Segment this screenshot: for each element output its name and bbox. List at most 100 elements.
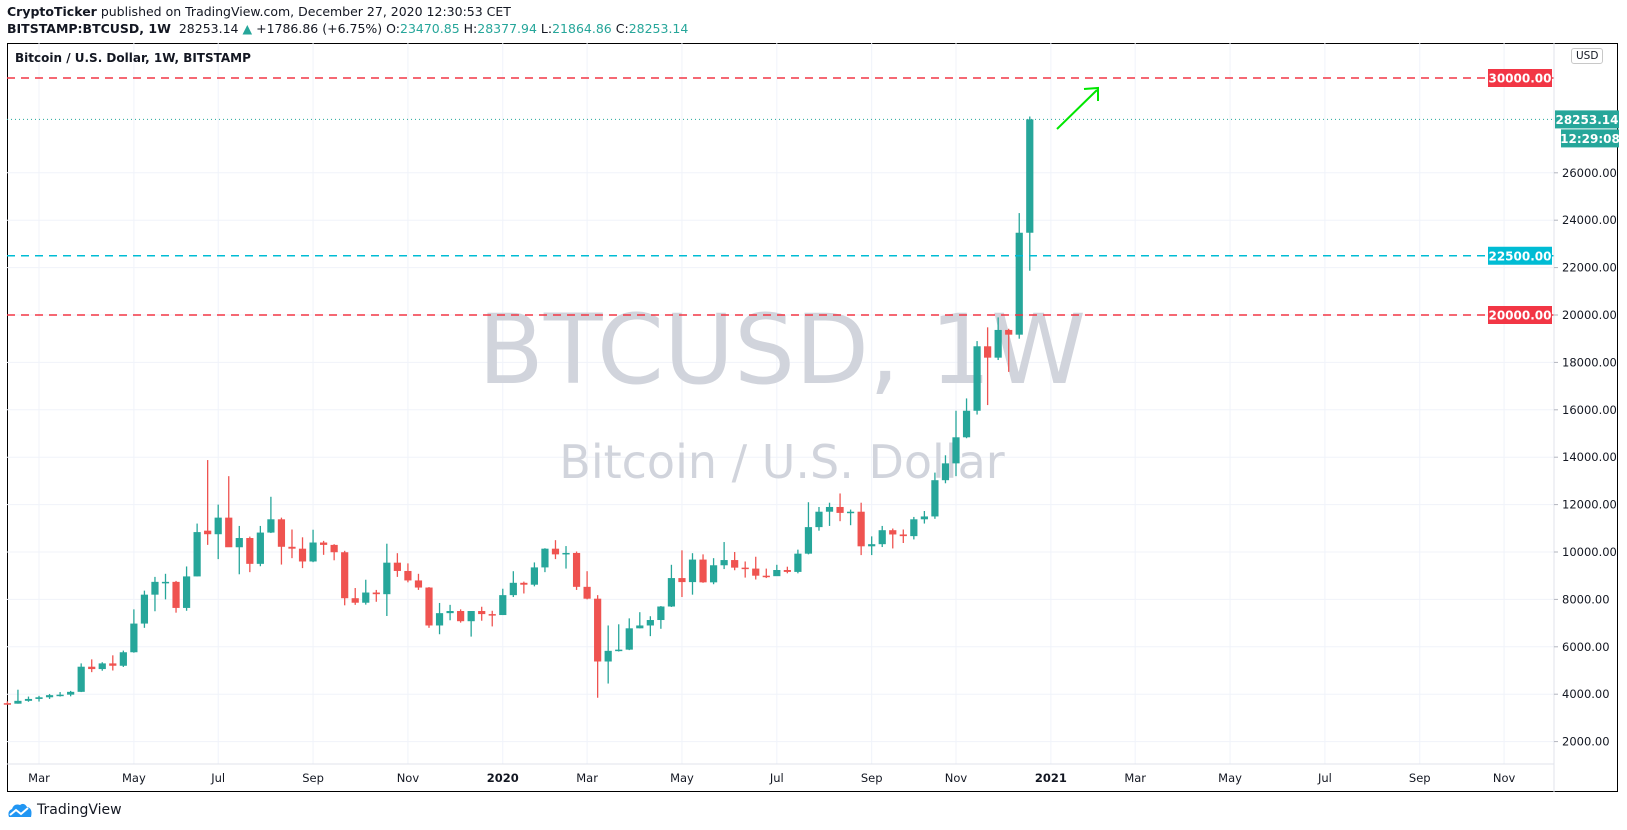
candle-body — [140, 594, 149, 624]
candle-body — [414, 580, 423, 588]
candle-body — [520, 582, 528, 585]
price-change: +1786.86 (+6.75%) — [256, 21, 383, 36]
price-tick-label: 8000.00 — [1562, 592, 1610, 606]
candle-body — [551, 548, 560, 555]
candle-body — [182, 576, 191, 608]
price-axis[interactable]: 2000.00 4000.00 6000.00 8000.00 10000.00 1200… — [1554, 166, 1617, 749]
time-axis[interactable]: Mar May Jul Sep Nov 2020 Mar May Jul Sep Nov 2021 Ma… — [28, 771, 1515, 785]
candle-body — [320, 542, 328, 545]
candle-body — [435, 613, 444, 626]
time-tick-label: Jul — [210, 771, 225, 785]
candle — [457, 609, 465, 623]
publish-text: published on TradingView.com, December 2… — [96, 4, 511, 19]
time-tick-label: Nov — [1493, 771, 1516, 785]
currency-button[interactable]: USD — [1571, 48, 1604, 64]
candle — [878, 525, 886, 548]
candle — [277, 517, 286, 565]
price-tick-label: 16000.00 — [1562, 403, 1617, 417]
candle — [910, 516, 918, 540]
price-badge — [1488, 69, 1552, 87]
candle — [857, 502, 865, 556]
footer-logo[interactable]: TradingView — [7, 802, 122, 818]
time-tick-label: May — [670, 771, 694, 785]
candle — [868, 536, 876, 556]
time-tick-label: Mar — [1124, 771, 1146, 785]
candle — [383, 543, 391, 616]
horizontal-lines — [7, 77, 1554, 316]
candle-body — [45, 695, 54, 698]
candle-body — [941, 463, 950, 481]
candle — [720, 542, 728, 570]
price-tick-label: 18000.00 — [1562, 355, 1617, 369]
bar-countdown-label: 12:29:08 — [1560, 132, 1620, 146]
time-tick-label: Nov — [397, 771, 420, 785]
candle-body — [488, 614, 496, 616]
candle-body — [973, 346, 981, 411]
candle-body — [984, 346, 992, 358]
candle — [678, 550, 686, 598]
open-label: O: — [386, 21, 400, 36]
candle-body — [541, 548, 549, 568]
candle — [731, 552, 739, 571]
candle-body — [14, 700, 22, 704]
candle — [362, 579, 370, 605]
candle-body — [699, 559, 707, 583]
candle — [773, 564, 781, 577]
candle — [615, 624, 623, 652]
candle-body — [1015, 232, 1023, 335]
candle — [952, 410, 960, 477]
candle-body — [615, 649, 623, 652]
candle — [24, 696, 33, 702]
candle — [320, 540, 328, 555]
candle-body — [994, 329, 1002, 358]
candle — [35, 695, 43, 702]
candle-body — [56, 694, 64, 697]
candle-body — [67, 691, 75, 695]
candle-body — [298, 548, 307, 562]
candle-body — [583, 586, 591, 599]
candle-body — [709, 565, 718, 583]
candle — [467, 611, 475, 637]
candle-body — [235, 538, 243, 548]
last-price-badge — [1555, 110, 1619, 129]
candle — [657, 606, 665, 629]
candle — [825, 502, 834, 526]
trend-arrow-drawing[interactable] — [1056, 86, 1099, 130]
candle-body — [214, 517, 222, 535]
candle-body — [783, 570, 791, 572]
candle-body — [383, 562, 391, 595]
candle — [625, 618, 633, 651]
candle-body — [204, 530, 212, 535]
candle-body — [88, 666, 96, 670]
candle — [88, 659, 96, 673]
candle — [794, 549, 802, 574]
author-name[interactable]: CryptoTicker — [7, 4, 97, 19]
candle — [256, 525, 264, 567]
candle-body — [151, 581, 159, 595]
candle — [688, 553, 697, 595]
candle — [330, 544, 338, 561]
candle — [182, 566, 191, 611]
candle-body — [910, 519, 918, 537]
candle — [298, 537, 307, 569]
last-price-label: 28253.14 — [1555, 113, 1618, 127]
high-value: 28377.94 — [477, 21, 537, 36]
candle — [920, 510, 928, 524]
candle-body — [720, 560, 728, 566]
candle — [815, 506, 823, 531]
candle-body — [815, 511, 823, 528]
price-tick-label: 2000.00 — [1562, 735, 1610, 749]
candle-body — [731, 560, 739, 568]
candle — [836, 493, 844, 522]
candle-body — [688, 559, 697, 583]
candle — [520, 581, 528, 594]
price-tick-label: 24000.00 — [1562, 213, 1617, 227]
candle — [161, 573, 170, 600]
candle — [804, 502, 813, 555]
candle-body — [509, 582, 517, 596]
candle-body — [1005, 329, 1013, 335]
candle — [246, 536, 254, 573]
candle-body — [330, 544, 338, 553]
candle-body — [825, 506, 834, 512]
